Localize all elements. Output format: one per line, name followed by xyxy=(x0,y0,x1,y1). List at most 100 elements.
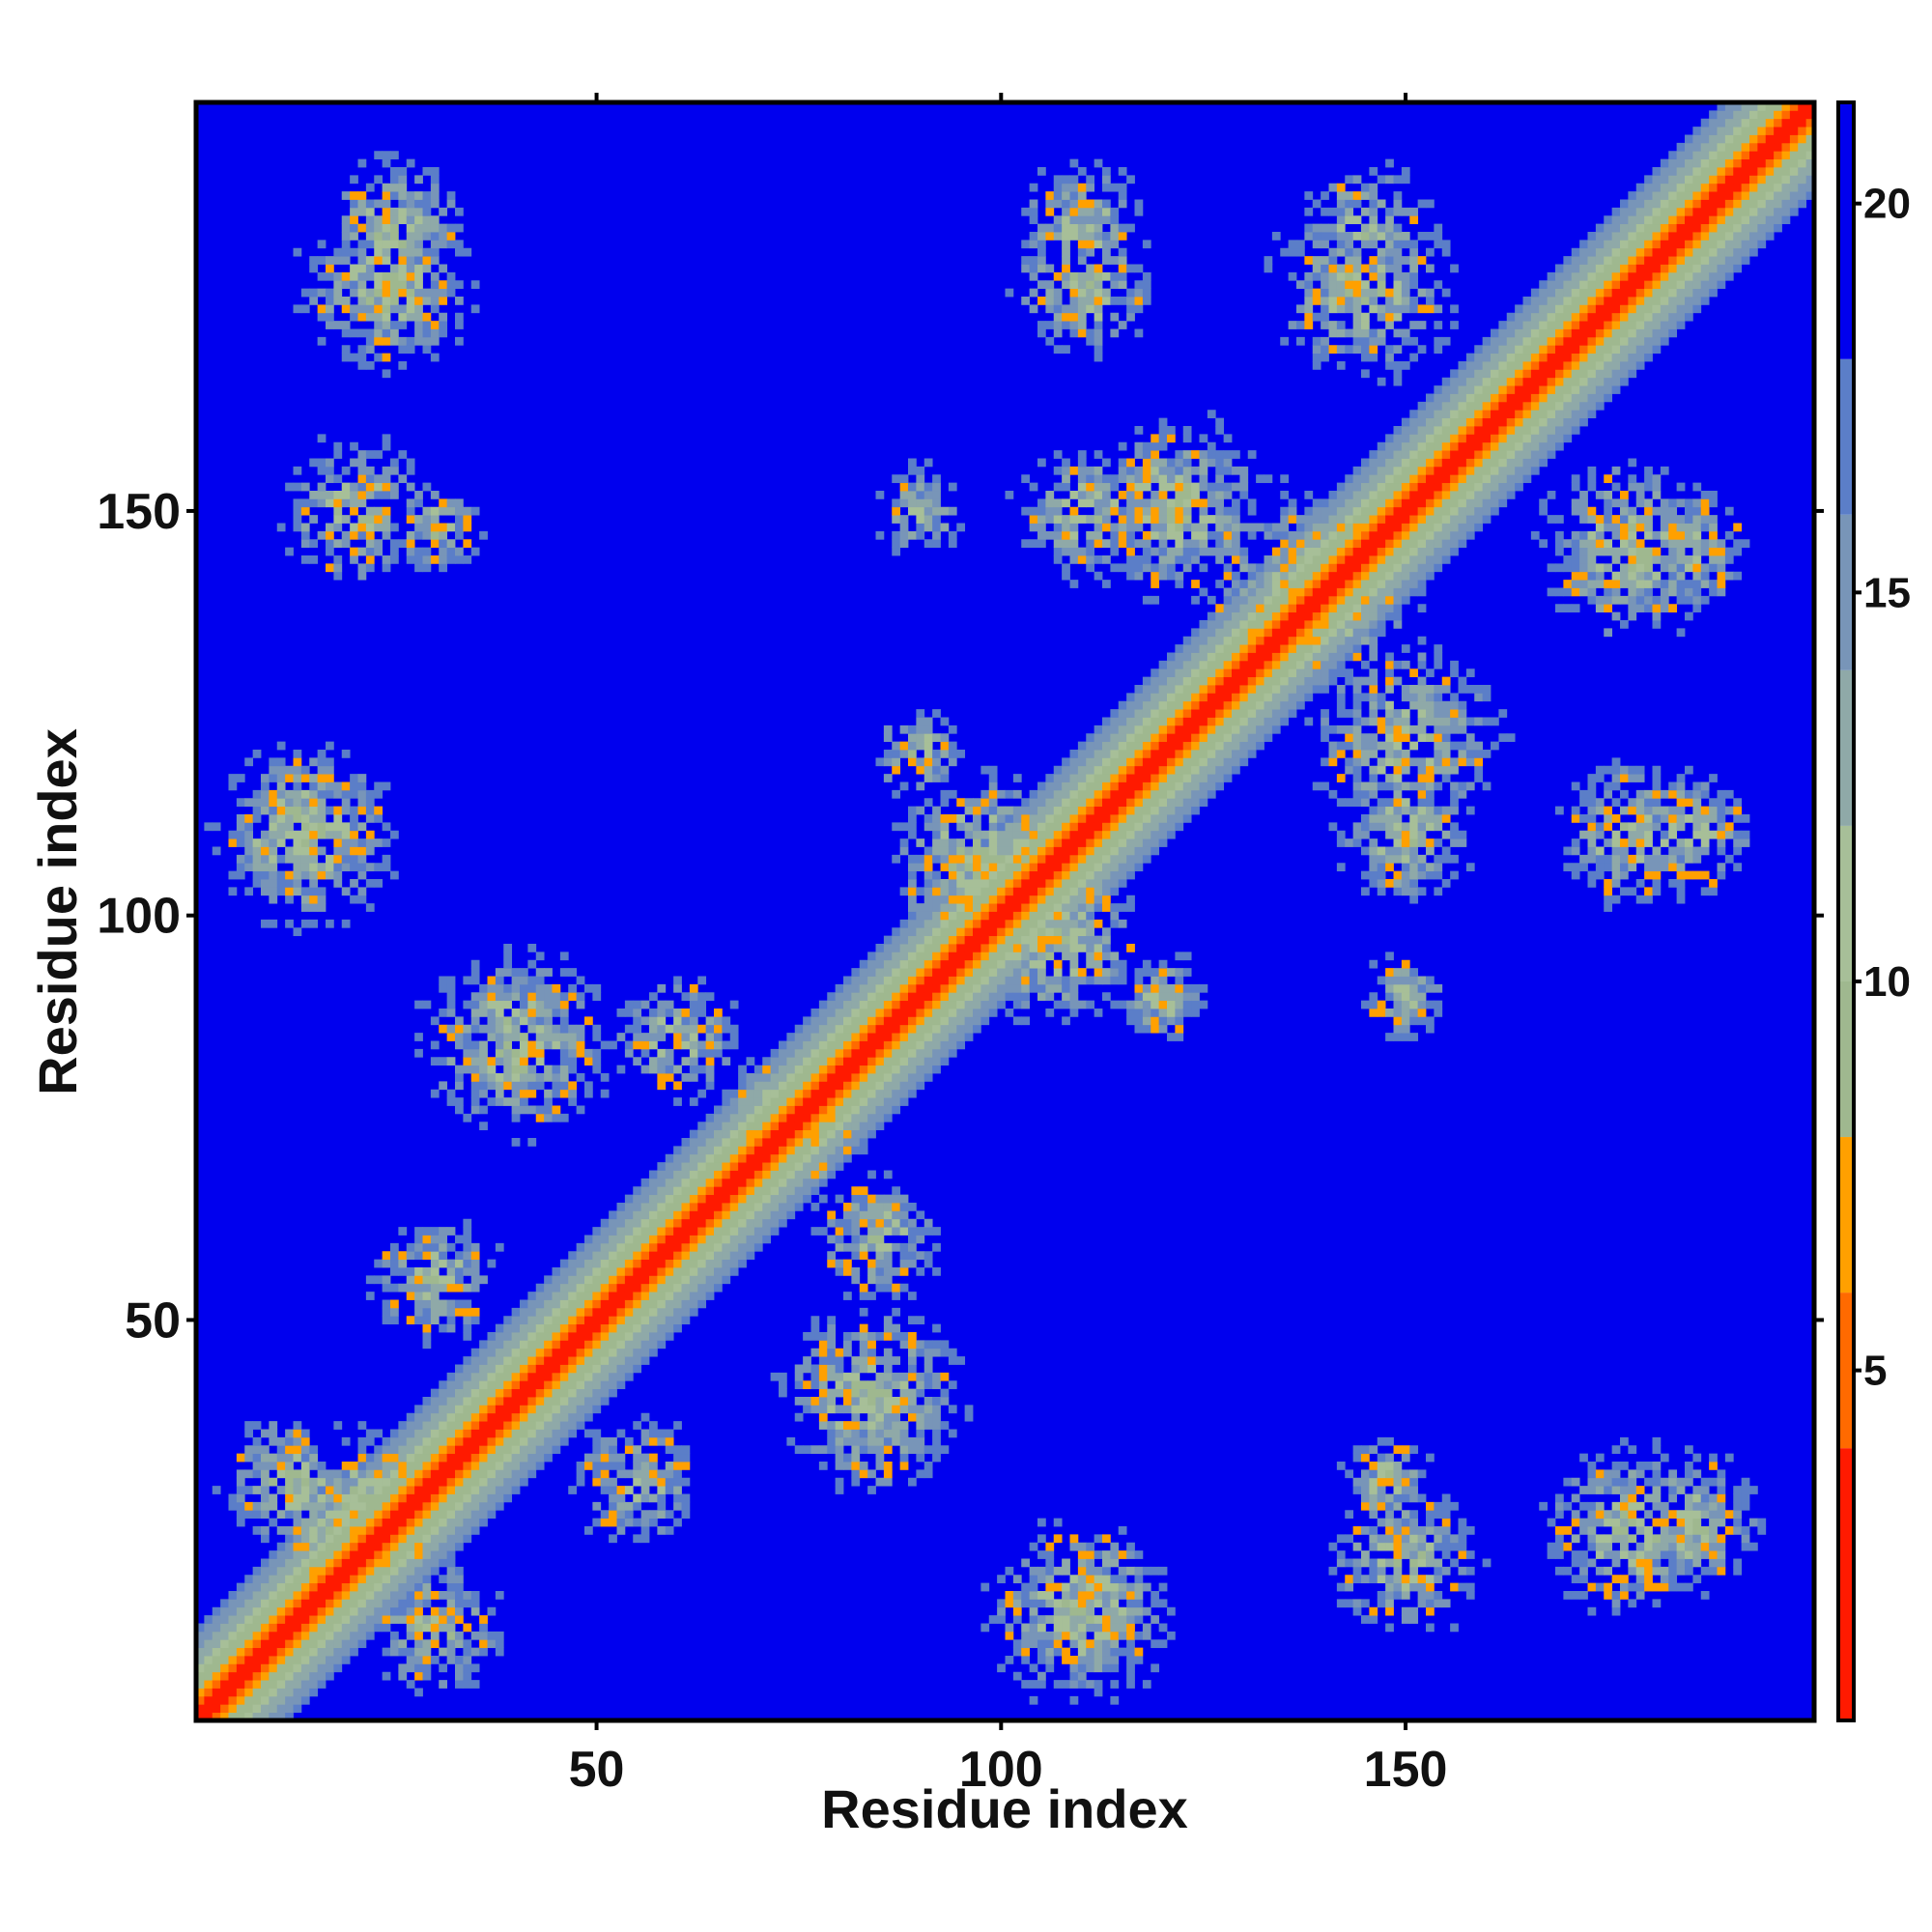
heatmap-cell xyxy=(1021,474,1031,484)
heatmap-cell xyxy=(446,288,456,298)
heatmap-cell xyxy=(365,806,375,815)
heatmap-cell xyxy=(1069,822,1079,832)
heatmap-cell xyxy=(1029,935,1038,945)
heatmap-cell xyxy=(794,1178,804,1187)
heatmap-cell xyxy=(673,1323,682,1333)
heatmap-cell xyxy=(746,1194,755,1204)
heatmap-cell xyxy=(261,1510,270,1520)
heatmap-cell xyxy=(892,1040,901,1050)
heatmap-cell xyxy=(673,1065,682,1074)
heatmap-cell xyxy=(317,240,327,249)
heatmap-cell xyxy=(414,1429,423,1438)
heatmap-cell xyxy=(1069,838,1079,847)
heatmap-cell xyxy=(835,1194,844,1204)
heatmap-cell xyxy=(357,838,367,847)
heatmap-cell xyxy=(940,992,950,1002)
heatmap-cell xyxy=(326,1477,334,1487)
heatmap-cell xyxy=(899,539,909,549)
heatmap-cell xyxy=(1045,911,1055,921)
heatmap-cell xyxy=(269,870,278,880)
heatmap-cell xyxy=(1029,1631,1038,1640)
heatmap-cell xyxy=(470,1453,480,1463)
heatmap-cell xyxy=(341,498,351,508)
heatmap-cell xyxy=(374,336,384,346)
heatmap-cell xyxy=(326,822,334,832)
heatmap-cell xyxy=(899,983,909,993)
heatmap-cell xyxy=(859,992,868,1002)
heatmap-cell xyxy=(204,1704,213,1714)
heatmap-cell xyxy=(365,1493,375,1503)
heatmap-cell xyxy=(252,1680,262,1689)
heatmap-cell xyxy=(463,1307,472,1317)
heatmap-cell xyxy=(382,491,391,499)
heatmap-cell xyxy=(665,1526,674,1535)
heatmap-cell xyxy=(365,515,375,524)
heatmap-cell xyxy=(1005,863,1014,872)
heatmap-cell xyxy=(883,1000,893,1009)
heatmap-cell xyxy=(1062,1647,1070,1657)
heatmap-cell xyxy=(479,1388,488,1398)
heatmap-cell xyxy=(317,1501,327,1511)
heatmap-cell xyxy=(1037,1591,1046,1600)
heatmap-cell xyxy=(317,895,327,904)
heatmap-cell xyxy=(1005,830,1014,839)
heatmap-cell xyxy=(697,1146,707,1155)
heatmap-cell xyxy=(276,1631,286,1640)
heatmap-cell xyxy=(908,1024,917,1034)
heatmap-cell xyxy=(609,1299,617,1309)
heatmap-cell xyxy=(794,1138,804,1147)
heatmap-cell xyxy=(859,1033,868,1041)
heatmap-cell xyxy=(867,1235,876,1244)
heatmap-cell xyxy=(341,247,351,257)
heatmap-cell xyxy=(422,312,432,322)
heatmap-cell xyxy=(414,1550,423,1559)
heatmap-cell xyxy=(422,1323,432,1333)
heatmap-cell xyxy=(552,1372,561,1381)
heatmap-cell xyxy=(422,1453,432,1463)
heatmap-cell xyxy=(350,1623,358,1633)
heatmap-cell xyxy=(374,1615,384,1624)
heatmap-cell xyxy=(964,903,974,912)
heatmap-cell xyxy=(446,1000,456,1009)
heatmap-cell xyxy=(705,1162,715,1171)
heatmap-cell xyxy=(1005,1631,1014,1640)
heatmap-cell xyxy=(722,1235,731,1244)
heatmap-cell xyxy=(326,1501,334,1511)
heatmap-cell xyxy=(293,1453,302,1463)
heatmap-cell xyxy=(794,1186,804,1196)
heatmap-cell xyxy=(722,1242,731,1252)
heatmap-cell xyxy=(973,863,981,872)
heatmap-cell xyxy=(317,1534,327,1544)
heatmap-cell xyxy=(446,1582,456,1592)
heatmap-cell xyxy=(309,903,319,912)
heatmap-cell xyxy=(1037,992,1046,1002)
heatmap-cell xyxy=(883,1194,893,1204)
heatmap-cell xyxy=(916,1073,925,1082)
heatmap-cell xyxy=(883,1009,893,1017)
heatmap-cell xyxy=(892,1307,901,1317)
heatmap-cell xyxy=(535,1016,545,1026)
heatmap-cell xyxy=(988,870,998,880)
heatmap-cell xyxy=(665,1162,674,1171)
heatmap-cell xyxy=(899,1024,909,1034)
heatmap-cell xyxy=(988,863,998,872)
heatmap-cell xyxy=(511,1429,521,1438)
heatmap-cell xyxy=(770,1153,780,1163)
heatmap-cell xyxy=(753,1203,763,1211)
heatmap-cell xyxy=(1062,345,1070,355)
heatmap-cell xyxy=(851,1048,861,1058)
heatmap-cell xyxy=(365,563,375,573)
heatmap-cell xyxy=(600,1445,610,1455)
heatmap-cell xyxy=(1069,530,1079,540)
heatmap-cell xyxy=(657,1307,667,1317)
heatmap-cell xyxy=(487,1510,497,1520)
heatmap-cell xyxy=(535,1445,545,1455)
heatmap-cell xyxy=(463,1299,472,1309)
heatmap-cell xyxy=(867,1210,876,1220)
heatmap-cell xyxy=(1037,328,1046,338)
heatmap-cell xyxy=(899,1089,909,1098)
heatmap-cell xyxy=(600,1332,610,1341)
heatmap-cell xyxy=(544,1436,553,1446)
heatmap-cell xyxy=(293,515,302,524)
heatmap-cell xyxy=(616,1307,626,1317)
